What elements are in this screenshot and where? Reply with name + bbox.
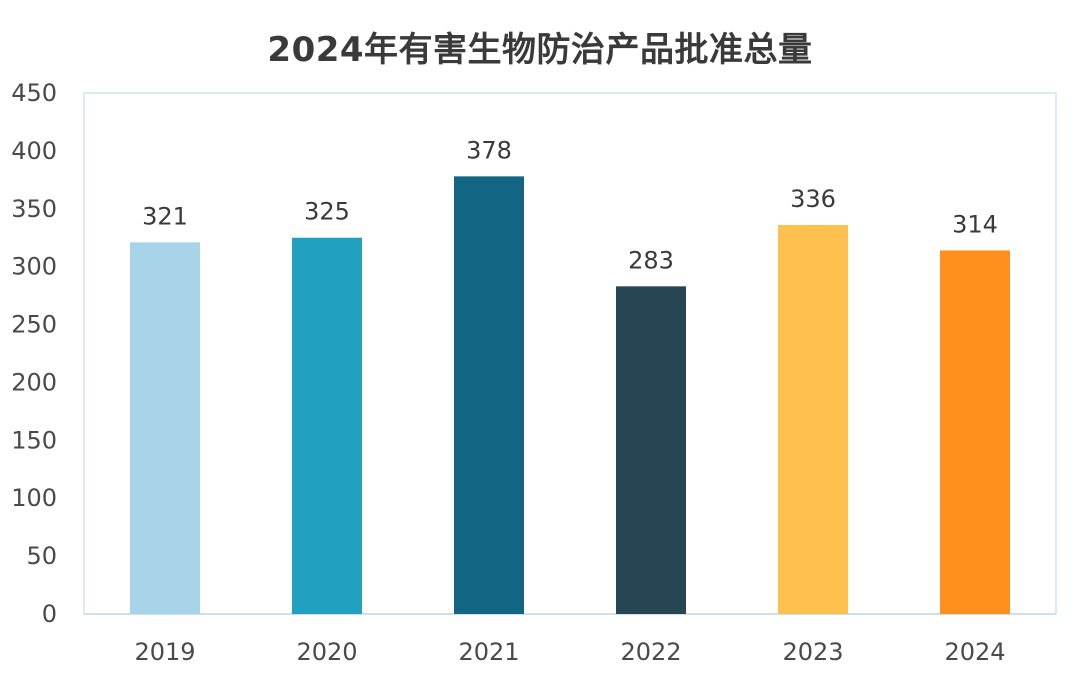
bar-2020 bbox=[292, 237, 362, 614]
y-axis-ticks: 0 50 100 150 200 250 300 350 400 450 bbox=[11, 79, 57, 628]
x-tick-label-2022: 2022 bbox=[620, 638, 681, 666]
bar-2019 bbox=[130, 242, 200, 614]
y-tick-label: 100 bbox=[11, 484, 57, 512]
y-tick-label: 50 bbox=[26, 542, 57, 570]
data-label-2024: 314 bbox=[952, 210, 998, 238]
y-tick-label: 300 bbox=[11, 253, 57, 281]
y-tick-label: 250 bbox=[11, 311, 57, 339]
chart-title: 2024年有害生物防治产品批准总量 bbox=[267, 30, 813, 70]
plot-frame bbox=[83, 92, 1057, 615]
y-tick-label: 400 bbox=[11, 137, 57, 165]
y-tick-label: 200 bbox=[11, 368, 57, 396]
bar-2021 bbox=[454, 176, 524, 615]
x-tick-label-2023: 2023 bbox=[782, 638, 843, 666]
x-tick-label-2020: 2020 bbox=[296, 638, 357, 666]
bar-2023 bbox=[778, 224, 848, 614]
bars bbox=[130, 176, 1010, 615]
y-tick-label: 450 bbox=[11, 79, 57, 107]
x-tick-label-2024: 2024 bbox=[944, 638, 1005, 666]
y-tick-label: 350 bbox=[11, 195, 57, 223]
x-axis-labels: 2019 2020 2021 2022 2023 2024 bbox=[134, 638, 1005, 666]
x-tick-label-2021: 2021 bbox=[458, 638, 519, 666]
data-label-2019: 321 bbox=[142, 202, 188, 230]
data-label-2023: 336 bbox=[790, 185, 836, 213]
data-label-2021: 378 bbox=[466, 136, 512, 164]
bar-2022 bbox=[616, 286, 686, 614]
data-labels: 321 325 378 283 336 314 bbox=[142, 136, 998, 274]
y-tick-label: 150 bbox=[11, 426, 57, 454]
x-tick-label-2019: 2019 bbox=[134, 638, 195, 666]
bar-2024 bbox=[940, 250, 1010, 615]
y-tick-label: 0 bbox=[42, 600, 57, 628]
data-label-2022: 283 bbox=[628, 246, 674, 274]
data-label-2020: 325 bbox=[304, 198, 350, 226]
